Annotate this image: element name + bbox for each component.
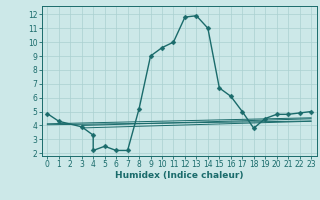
X-axis label: Humidex (Indice chaleur): Humidex (Indice chaleur) xyxy=(115,171,244,180)
